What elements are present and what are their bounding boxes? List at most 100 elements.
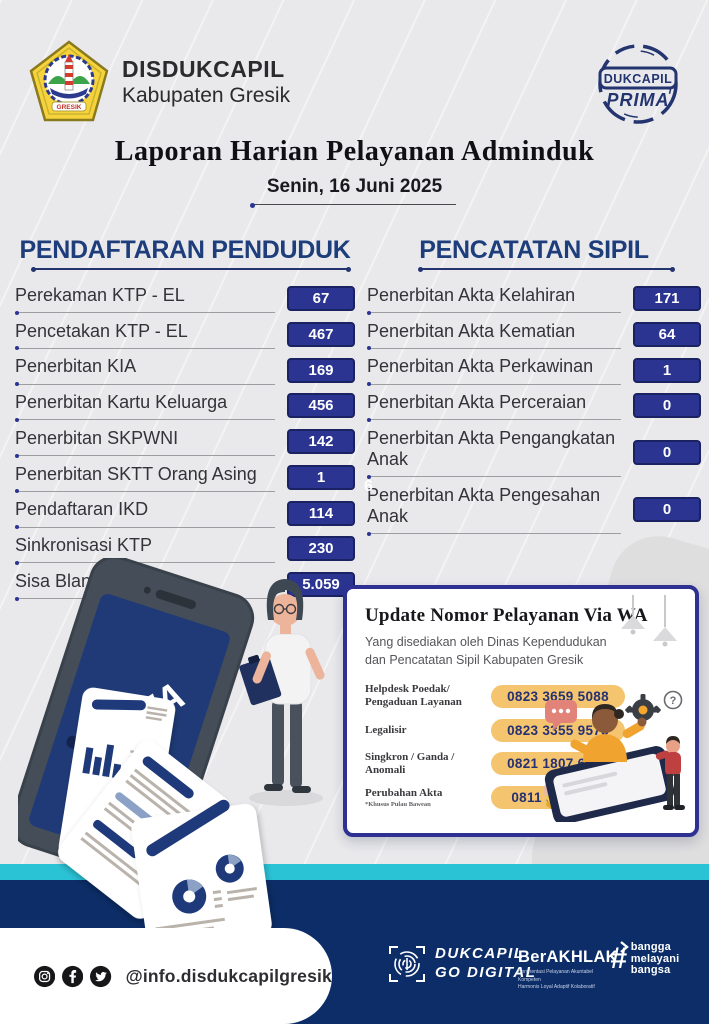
section-rule [418,266,675,272]
service-row: Penerbitan Akta Pengesahan Anak 0 [367,484,701,537]
berakhlak-sub-line1: Berorientasi Pelayanan Akuntabel Kompete… [518,969,594,983]
agent-person [570,704,647,762]
service-label: Penerbitan Akta Kelahiran [367,284,621,315]
contact-note: *Khusus Pulau Bawean [365,800,431,808]
org-name-line2: Kabupaten Gresik [122,84,291,108]
godigital-line1: DUKCAPIL [435,945,525,963]
gresik-regency-logo-icon: GRESIK [29,40,109,122]
service-row: Sinkronisasi KTP 230 [15,534,355,566]
service-value-badge: 467 [287,321,355,347]
customer-person [655,736,685,810]
wa-helpdesk-illustration: ? [539,684,691,827]
chevron-right-icon [620,941,629,953]
service-label: Sinkronisasi KTP [15,534,275,566]
pendant-lamp-icon [617,595,681,662]
service-value-badge: 114 [287,500,355,526]
service-row: Pencetakan KTP - EL 467 [15,320,355,351]
dukcapil-go-digital-logo: DUKCAPIL GO DIGITAL [388,944,536,984]
woman-clipboard-illustration [239,579,325,806]
contact-label: Helpdesk Poedak/ Pengaduan Layanan [365,683,462,709]
social-handle[interactable]: @info.disdukcapilgresik [125,965,332,986]
bangga-line1: bangga [630,941,671,953]
service-value-badge: 0 [633,393,701,419]
service-row: Perekaman KTP - EL 67 [15,284,355,315]
berakhlak-sub-line2: Harmonis Loyal Adaptif Kolaboratif [518,984,595,990]
contact-label: Singkron / Ganda / Anomali [365,750,455,776]
pendaftaran-rows: Perekaman KTP - EL 67 Pencetakan KTP - E… [15,284,355,601]
title-block: Laporan Harian Pelayanan Adminduk Senin,… [0,136,709,208]
org-name: DISDUKCAPIL Kabupaten Gresik [122,55,290,110]
service-row: Penerbitan Akta Kematian 64 [367,320,701,351]
service-row: Penerbitan Akta Perkawinan 1 [367,355,701,387]
berakhlak-wordmark: BerAKHLAK [518,948,618,966]
bangga-line3: bangsa [630,964,671,977]
service-value-badge: 0 [633,496,701,522]
instagram-icon[interactable] [34,963,56,990]
section-pencatatan-sipil: PENCATATAN SIPIL Penerbitan Akta Kelahir… [367,236,701,606]
service-label: Penerbitan Akta Perkawinan [367,355,621,387]
service-row: Penerbitan Akta Pengangkatan Anak 0 [367,427,701,480]
service-value-badge: 67 [287,286,355,312]
service-value-badge: 230 [287,536,355,562]
header: GRESIK DISDUKCAPIL Kabupaten Gresik [28,40,290,124]
dukcapil-prima-badge-icon: DUKCAPIL PRIMA [589,40,687,133]
contact-label: Perubahan Akta [365,787,443,800]
contact-row: Helpdesk Poedak/ Pengaduan Layanan 0823 … [365,683,637,709]
service-label: Perekaman KTP - EL [15,284,275,315]
wa-update-card: Update Nomor Pelayanan Via WA Yang dised… [343,585,699,837]
service-label: Penerbitan Akta Pengesahan Anak [367,484,621,537]
service-row: Penerbitan SKTT Orang Asing 1 [15,463,355,494]
logo-caption: GRESIK [57,104,82,111]
service-row: Penerbitan Akta Perceraian 0 [367,391,701,423]
service-value-badge: 1 [287,464,355,490]
contact-label: Legalisir [365,723,407,736]
org-name-line1: DISDUKCAPIL [122,55,285,82]
service-row: Penerbitan SKPWNI 142 [15,427,355,458]
service-value-badge: 142 [287,429,355,455]
service-label: Penerbitan Akta Perceraian [367,391,621,423]
service-value-badge: 171 [633,286,701,312]
svg-text:?: ? [670,695,677,707]
section-title-pendaftaran: PENDAFTARAN PENDUDUK [19,236,351,264]
twitter-icon[interactable] [90,963,112,990]
badge-line2: PRIMA [607,90,670,110]
wa-contact-list: Helpdesk Poedak/ Pengaduan Layanan 0823 … [365,683,637,809]
service-label: Penerbitan Akta Kematian [367,320,621,351]
whatsapp-number-pill[interactable]: 0823 3355 9575 [491,718,625,742]
hashtag-icon: # [610,942,627,976]
service-tables: PENDAFTARAN PENDUDUK Perekaman KTP - EL … [15,236,701,606]
whatsapp-number-pill[interactable]: 0823 3659 5088 [491,684,625,708]
service-value-badge: 0 [633,439,701,465]
service-value-badge: 1 [633,357,701,383]
service-row: Penerbitan KIA 169 [15,355,355,387]
chat-bubble-icon [545,700,577,731]
service-row: Penerbitan Kartu Keluarga 456 [15,391,355,423]
facebook-icon[interactable] [62,963,84,990]
receipt-segment [131,799,272,950]
badge-line1: DUKCAPIL [604,72,673,86]
section-rule [31,266,351,272]
godigital-line2: GO DIGITAL [435,964,537,981]
service-row: Penerbitan Akta Kelahiran 171 [367,284,701,315]
wa-card-subtitle: Yang disediakan oleh Dinas Kependudukan … [365,633,695,669]
service-value-badge: 169 [287,357,355,383]
contact-row: Legalisir 0823 3355 9575 [365,718,637,742]
service-label: Penerbitan SKPWNI [15,427,275,458]
stray-digit-watermark: 6 [364,478,373,495]
service-row: Pendaftaran IKD 114 [15,498,355,530]
report-date-underline: Senin, 16 Juni 2025 [249,176,457,208]
section-title-pencatatan: PENCATATAN SIPIL [419,236,649,264]
data-report-illustration: DATA [10,555,330,963]
service-value-badge: 64 [633,321,701,347]
section-pendaftaran-penduduk: PENDAFTARAN PENDUDUK Perekaman KTP - EL … [15,236,355,606]
service-label: Penerbitan Kartu Keluarga [15,391,275,423]
question-mark-icon: ? [663,690,683,710]
bangga-melayani-bangsa-logo: # bangga melayani bangsa [610,941,680,977]
bangga-line2: melayani [630,952,680,965]
service-value-badge: 456 [287,393,355,419]
wa-card-subtitle-line2: dan Pencatatan Sipil Kabupaten Gresik [365,653,584,668]
wa-card-subtitle-line1: Yang disediakan oleh Dinas Kependudukan [365,635,607,649]
service-label: Penerbitan KIA [15,355,275,387]
wa-card-title: Update Nomor Pelayanan Via WA [365,605,648,626]
fingerprint-icon [389,946,425,982]
